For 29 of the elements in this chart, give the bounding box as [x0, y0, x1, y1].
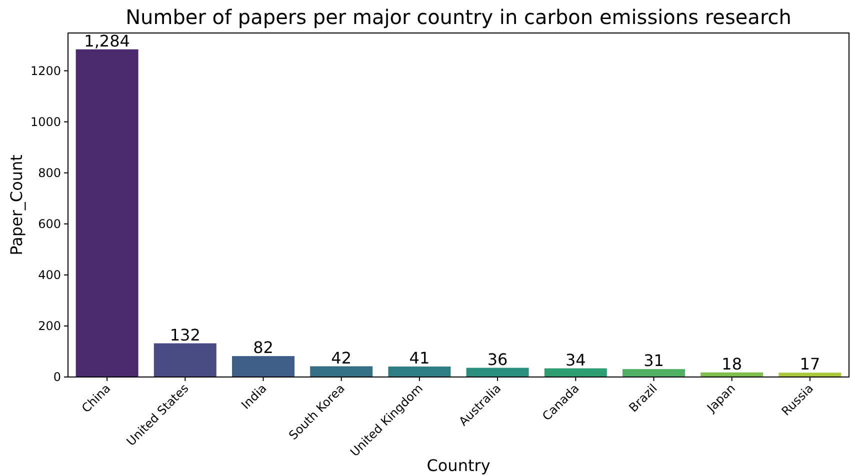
data-label: 1,284: [84, 31, 130, 50]
data-label: 34: [565, 350, 586, 370]
bar: [388, 366, 451, 377]
bar: [544, 368, 607, 377]
data-label: 132: [170, 325, 200, 344]
y-tick-label: 600: [38, 217, 61, 232]
y-axis-title: Paper_Count: [7, 154, 26, 256]
data-label: 18: [722, 354, 742, 374]
data-label: 41: [409, 348, 430, 368]
y-tick-label: 200: [38, 319, 61, 334]
data-label: 17: [800, 354, 820, 374]
bar: [232, 356, 294, 377]
bar: [778, 372, 842, 377]
bar: [76, 49, 138, 377]
data-label: 42: [331, 348, 352, 368]
bar: [622, 369, 685, 377]
y-tick-label: 1200: [30, 64, 61, 78]
data-label: 36: [487, 350, 508, 369]
y-tick-label: 1000: [30, 115, 61, 130]
bar: [154, 343, 216, 377]
y-tick-label: 0: [53, 370, 61, 384]
y-tick-label: 800: [38, 166, 61, 180]
data-label: 82: [253, 338, 274, 358]
y-tick-label: 400: [38, 268, 61, 282]
data-label: 31: [644, 351, 664, 370]
bar: [466, 368, 529, 377]
chart-title: Number of papers per major country in carbon emissions research: [126, 5, 792, 29]
bar: [310, 366, 373, 377]
x-axis-title: Country: [426, 456, 490, 475]
